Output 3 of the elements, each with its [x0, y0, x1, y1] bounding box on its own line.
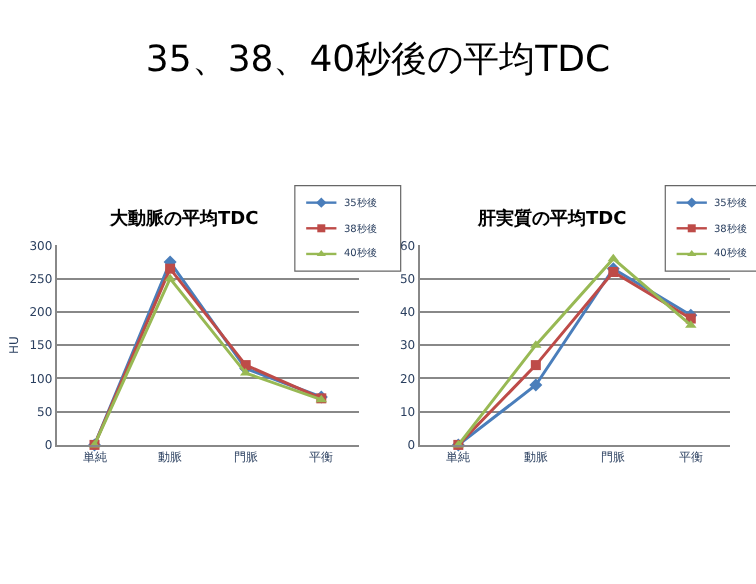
text: 35、38、40秒後の平均TDC [145, 39, 611, 81]
chart-title: 肝実質の平均TDC [476, 208, 628, 230]
chart-title: 大動脈の平均TDC [110, 208, 260, 230]
